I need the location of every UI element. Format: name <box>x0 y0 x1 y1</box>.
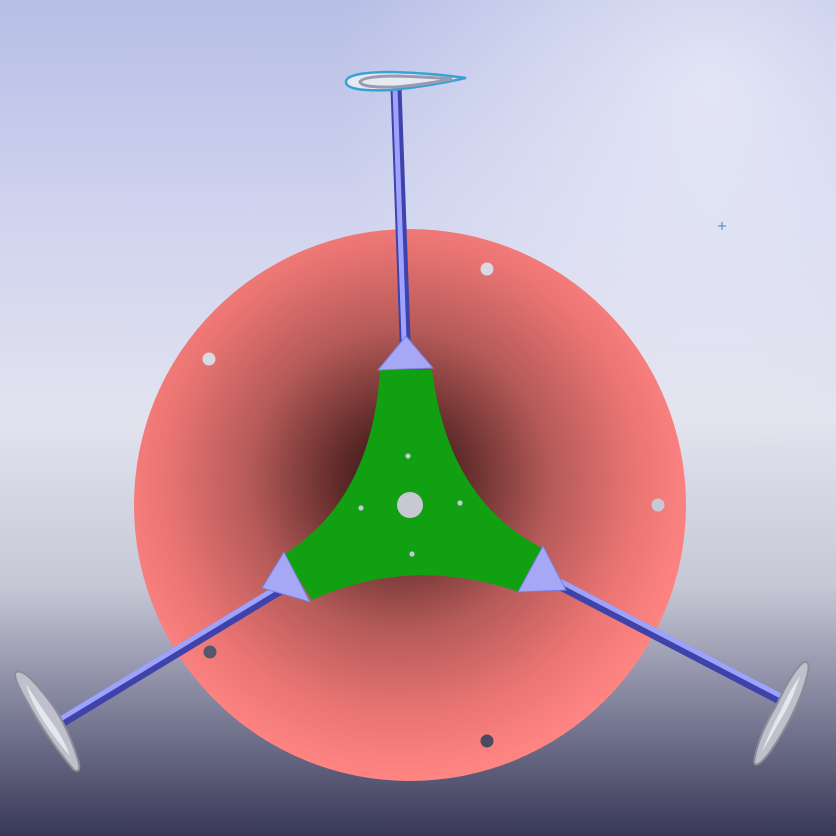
disk-hole <box>204 646 217 659</box>
disk-hole <box>203 353 216 366</box>
hub-hole <box>405 453 410 458</box>
hub-hole <box>409 551 414 556</box>
hub-center-hole <box>397 492 423 518</box>
hub-hole <box>358 505 363 510</box>
hub-hole <box>457 500 462 505</box>
disk-hole <box>481 263 494 276</box>
disk-hole <box>652 499 665 512</box>
disk-hole <box>481 735 494 748</box>
